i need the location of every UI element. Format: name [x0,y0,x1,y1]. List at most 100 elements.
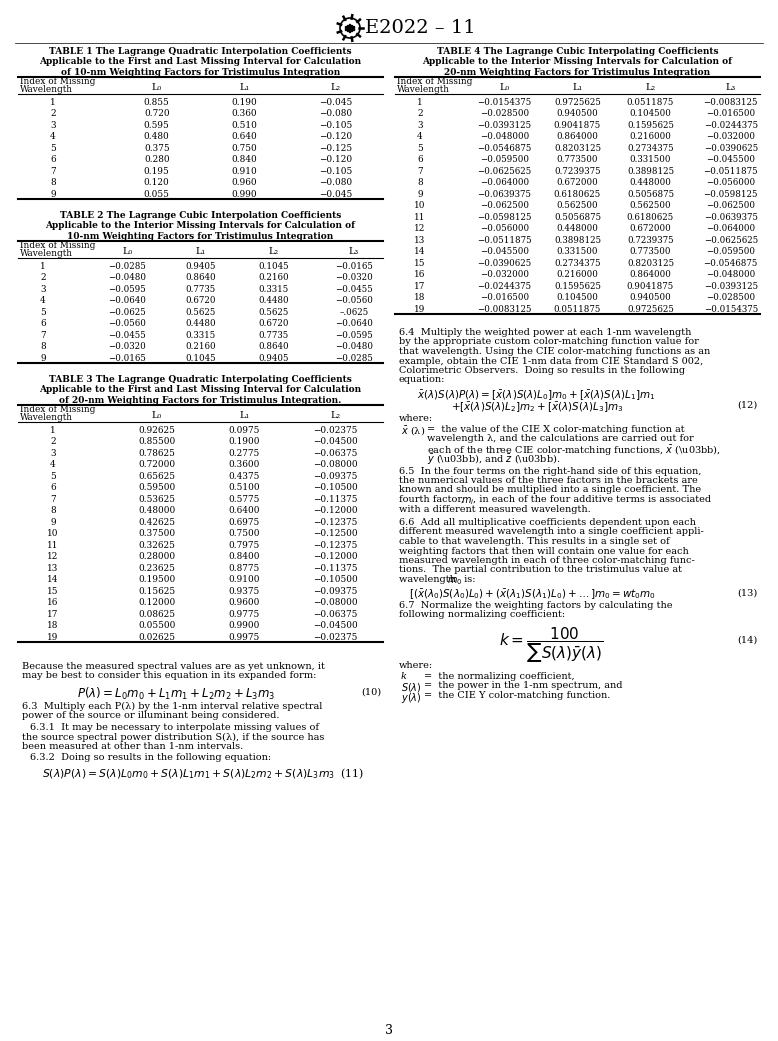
Text: −0.0390625: −0.0390625 [478,258,531,268]
Text: k: k [401,672,407,681]
Text: 0.120: 0.120 [144,178,170,187]
Text: 0.3315: 0.3315 [258,284,289,294]
Text: 4: 4 [40,296,46,305]
Text: power of the source or illuminant being considered.: power of the source or illuminant being … [22,711,279,720]
Text: L₃: L₃ [726,83,736,93]
Text: 8: 8 [51,178,56,187]
Text: TABLE 3 The Lagrange Quadratic Interpolating Coefficients
Applicable to the Firs: TABLE 3 The Lagrange Quadratic Interpola… [40,375,362,405]
Text: 0.672000: 0.672000 [556,178,598,187]
Text: 0.910: 0.910 [231,167,258,176]
Text: 0.990: 0.990 [232,189,257,199]
Text: 0.216000: 0.216000 [556,270,598,279]
Text: 0.9975: 0.9975 [229,633,260,641]
Text: where:: where: [399,661,433,670]
Text: −0.0595: −0.0595 [109,284,146,294]
Text: =  the value of the CIE X color-matching function at: = the value of the CIE X color-matching … [427,425,685,433]
Text: −0.04500: −0.04500 [314,437,358,447]
Text: 0.32625: 0.32625 [138,540,175,550]
Text: different measured wavelength into a single coefficient appli-: different measured wavelength into a sin… [399,528,704,536]
Text: by the appropriate custom color-matching function value for: by the appropriate custom color-matching… [399,337,699,347]
Text: 0.2160: 0.2160 [185,342,216,351]
Text: −0.0154375: −0.0154375 [703,305,758,313]
Text: 0.0511875: 0.0511875 [554,305,601,313]
Text: 0.9405: 0.9405 [185,261,216,271]
Text: L₀: L₀ [499,83,510,93]
Text: 0.8640: 0.8640 [185,273,216,282]
Text: where:: where: [399,414,433,423]
Text: 8: 8 [417,178,422,187]
Text: 6: 6 [51,155,56,164]
Text: 17: 17 [415,282,426,290]
Text: L₂: L₂ [331,83,341,93]
Text: 0.8640: 0.8640 [258,342,289,351]
Text: equation:: equation: [399,376,445,384]
Text: −0.0393125: −0.0393125 [478,121,531,130]
Text: 5: 5 [50,144,56,153]
Text: 0.2734375: 0.2734375 [554,258,601,268]
Text: 0.864000: 0.864000 [556,132,598,142]
Text: −0.12500: −0.12500 [314,529,358,538]
Text: TABLE 1 The Lagrange Quadratic Interpolation Coefficients
Applicable to the Firs: TABLE 1 The Lagrange Quadratic Interpola… [40,47,362,77]
Text: 0.104500: 0.104500 [556,294,598,302]
Text: measured wavelength in each of three color-matching func-: measured wavelength in each of three col… [399,556,695,565]
Text: L₂: L₂ [331,411,341,421]
Text: Wavelength: Wavelength [397,84,450,94]
Text: 0.2775: 0.2775 [229,449,260,458]
Text: 6.3.1  It may be necessary to interpolate missing values of: 6.3.1 It may be necessary to interpolate… [30,723,319,732]
Text: 6.3  Multiply each P(λ) by the 1-nm interval relative spectral: 6.3 Multiply each P(λ) by the 1-nm inter… [22,702,322,711]
Text: 0.855: 0.855 [144,98,170,106]
Text: −0.045: −0.045 [319,98,352,106]
Text: 0.92625: 0.92625 [138,426,175,435]
Text: −0.0244375: −0.0244375 [704,121,758,130]
Text: −0.06375: −0.06375 [314,449,358,458]
Text: 13: 13 [47,563,58,573]
Text: $\bar{x}$ (λ): $\bar{x}$ (λ) [401,425,426,437]
Text: 0.5625: 0.5625 [185,308,216,316]
Text: 13: 13 [415,235,426,245]
Text: 6.7  Normalize the weighting factors by calculating the: 6.7 Normalize the weighting factors by c… [399,601,672,609]
Text: −0.045: −0.045 [319,189,352,199]
Bar [351,25,352,31]
Text: 0.9375: 0.9375 [229,587,260,595]
Text: 0.595: 0.595 [144,121,170,130]
Text: 18: 18 [415,294,426,302]
Text: −0.048000: −0.048000 [706,270,755,279]
Text: −0.0560: −0.0560 [109,320,146,328]
Text: 0.1595625: 0.1595625 [627,121,674,130]
Text: =  the normalizing coefficient,: = the normalizing coefficient, [424,672,575,681]
Text: 0.6975: 0.6975 [229,517,260,527]
Text: 7: 7 [51,167,56,176]
Text: the numerical values of the three factors in the brackets are: the numerical values of the three factor… [399,476,698,485]
Text: −0.0480: −0.0480 [335,342,373,351]
Text: −0.0511875: −0.0511875 [703,167,758,176]
Text: 16: 16 [47,599,58,607]
Text: 2: 2 [417,109,422,118]
Text: L₃: L₃ [349,248,359,256]
Text: 6: 6 [51,483,56,492]
Text: $k = \dfrac{100}{\sum S(\lambda)\bar{y}(\lambda)}$: $k = \dfrac{100}{\sum S(\lambda)\bar{y}(… [499,626,604,665]
Text: 0.375: 0.375 [144,144,170,153]
Text: 0.7239375: 0.7239375 [554,167,601,176]
Text: −0.09375: −0.09375 [314,587,358,595]
Text: 0.6180625: 0.6180625 [554,189,601,199]
Text: 14: 14 [414,247,426,256]
Text: 0.9775: 0.9775 [229,610,260,618]
Text: −0.016500: −0.016500 [706,109,755,118]
Text: −0.0285: −0.0285 [109,261,146,271]
Text: the source spectral power distribution S(λ), if the source has: the source spectral power distribution S… [22,733,324,741]
Text: −0.0083125: −0.0083125 [703,98,758,106]
Text: −0.105: −0.105 [319,167,352,176]
Text: Index of Missing: Index of Missing [20,77,96,86]
Text: example, obtain the CIE 1-nm data from CIE Standard S 002,: example, obtain the CIE 1-nm data from C… [399,356,703,365]
Text: 0.4480: 0.4480 [185,320,216,328]
Text: −0.062500: −0.062500 [706,201,755,210]
Text: 0.448000: 0.448000 [629,178,671,187]
Text: 2: 2 [51,109,56,118]
Text: 0.773500: 0.773500 [629,247,671,256]
Text: L₁: L₁ [195,248,205,256]
Text: 9: 9 [51,189,56,199]
Text: L₁: L₁ [573,83,583,93]
Text: 0.78625: 0.78625 [138,449,175,458]
Text: TABLE 4 The Lagrange Cubic Interpolating Coefficients
Applicable to the Interior: TABLE 4 The Lagrange Cubic Interpolating… [422,47,733,77]
Text: −0.080: −0.080 [319,109,352,118]
